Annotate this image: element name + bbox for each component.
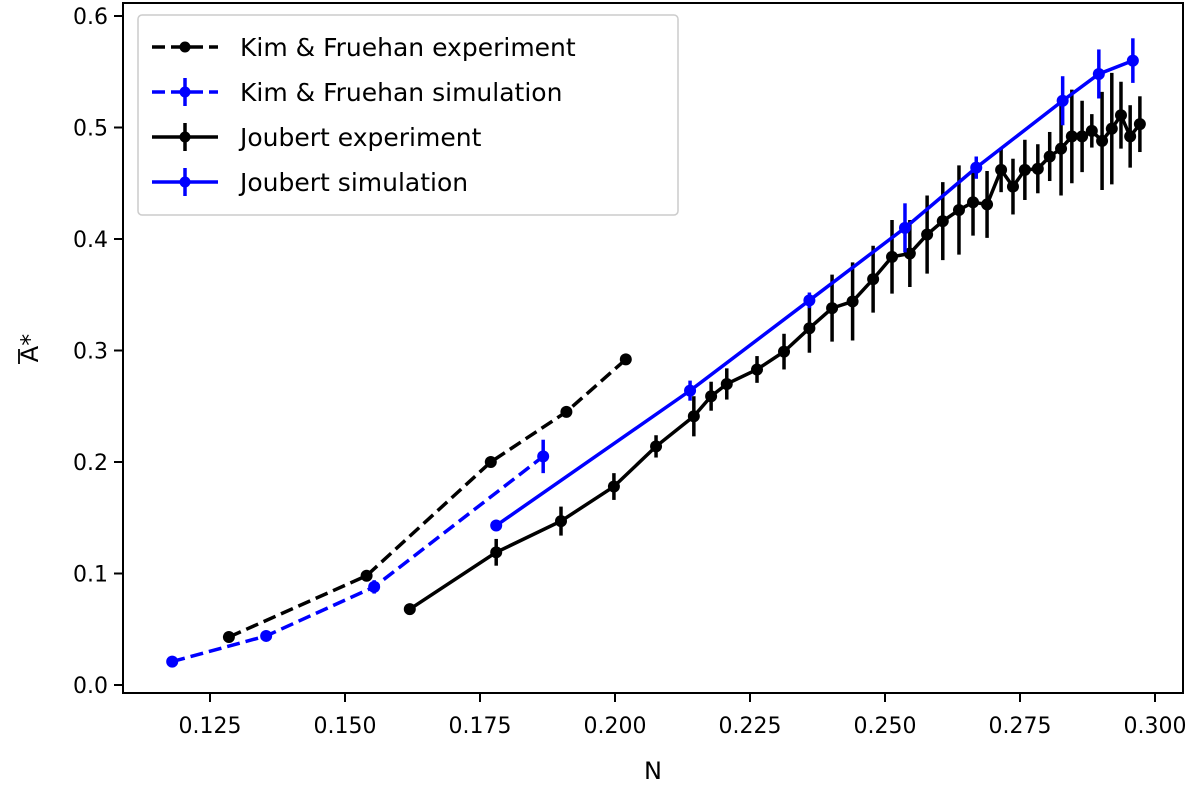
series-line xyxy=(228,358,627,639)
legend-label: Kim & Fruehan simulation xyxy=(240,78,562,107)
data-point xyxy=(1056,94,1069,107)
data-point xyxy=(867,273,880,286)
data-point xyxy=(490,519,503,532)
legend-marker xyxy=(179,41,191,53)
data-point xyxy=(1085,124,1098,137)
legend-label: Joubert experiment xyxy=(238,123,482,152)
legend-marker xyxy=(179,176,191,188)
data-point xyxy=(1105,122,1118,135)
x-axis-label: N xyxy=(644,757,662,785)
data-point xyxy=(684,384,697,397)
data-point xyxy=(1065,130,1078,143)
series-line xyxy=(495,58,1134,527)
data-point xyxy=(687,410,700,423)
series-1 xyxy=(166,439,550,668)
data-point xyxy=(368,580,381,593)
data-point xyxy=(705,390,718,403)
data-point xyxy=(1018,163,1031,176)
x-tick-label: 0.225 xyxy=(719,714,782,739)
data-point xyxy=(166,655,179,668)
legend: Kim & Fruehan experiment Kim & Fruehan si… xyxy=(137,14,679,216)
legend-label: Joubert simulation xyxy=(238,168,468,197)
data-point xyxy=(952,204,965,217)
x-tick-label: 0.125 xyxy=(179,714,242,739)
data-point xyxy=(1043,150,1056,163)
data-point xyxy=(967,196,980,209)
y-tick-label: 0.4 xyxy=(73,228,108,253)
x-axis: 0.125 0.150 0.175 0.200 0.225 0.250 0.275 0.300 xyxy=(179,693,1187,739)
x-tick-label: 0.300 xyxy=(1124,714,1187,739)
x-tick-label: 0.175 xyxy=(449,714,512,739)
legend-label: Kim & Fruehan experiment xyxy=(240,33,576,62)
y-tick-label: 0.5 xyxy=(73,117,108,142)
data-point xyxy=(650,440,663,453)
y-axis: 0.0 0.1 0.2 0.3 0.4 0.5 0.6 xyxy=(73,5,123,699)
data-point xyxy=(490,546,503,559)
data-point xyxy=(981,198,994,211)
series-0 xyxy=(222,353,632,644)
data-point xyxy=(1092,67,1105,80)
data-point xyxy=(898,221,911,234)
data-point xyxy=(537,450,550,463)
data-point xyxy=(1076,130,1089,143)
data-point xyxy=(360,569,373,582)
data-point xyxy=(1006,180,1019,193)
data-point xyxy=(560,405,573,418)
data-point xyxy=(751,363,764,376)
x-tick-label: 0.200 xyxy=(584,714,647,739)
y-tick-label: 0.2 xyxy=(73,451,108,476)
y-axis-label-group: A* xyxy=(16,334,44,364)
legend-box xyxy=(137,14,679,216)
data-point xyxy=(936,215,949,228)
x-tick-label: 0.275 xyxy=(989,714,1052,739)
y-tick-label: 0.6 xyxy=(73,5,108,30)
data-point xyxy=(970,161,983,174)
data-point xyxy=(260,629,273,642)
data-point xyxy=(803,322,816,335)
data-point xyxy=(886,250,899,263)
data-point xyxy=(1031,162,1044,175)
x-tick-label: 0.150 xyxy=(314,714,377,739)
x-tick-label: 0.250 xyxy=(854,714,917,739)
data-point xyxy=(846,295,859,308)
y-tick-label: 0.0 xyxy=(73,674,108,699)
data-point xyxy=(1133,118,1146,131)
y-tick-label: 0.3 xyxy=(73,340,108,365)
data-point xyxy=(803,294,816,307)
data-point xyxy=(826,302,839,315)
y-tick-label: 0.1 xyxy=(73,563,108,588)
data-point xyxy=(619,353,632,366)
data-point xyxy=(403,603,416,616)
data-point xyxy=(1055,142,1068,155)
data-point xyxy=(555,515,567,528)
data-point xyxy=(1114,109,1127,122)
legend-marker xyxy=(179,131,191,143)
data-point xyxy=(1126,54,1139,67)
plot-marks xyxy=(166,38,1146,668)
data-point xyxy=(720,377,733,390)
data-point xyxy=(1096,134,1109,147)
data-point xyxy=(778,345,791,358)
y-axis-label: A* xyxy=(16,334,44,362)
series-2 xyxy=(403,72,1146,616)
data-point xyxy=(995,163,1008,176)
data-point xyxy=(607,480,620,493)
data-point xyxy=(903,247,916,260)
plot-frame xyxy=(122,2,1184,694)
data-point xyxy=(921,228,934,241)
series-3 xyxy=(490,38,1139,532)
legend-marker xyxy=(179,86,191,98)
series-line xyxy=(171,455,545,664)
data-point xyxy=(484,456,497,468)
data-point xyxy=(1124,130,1137,143)
data-point xyxy=(222,631,235,644)
